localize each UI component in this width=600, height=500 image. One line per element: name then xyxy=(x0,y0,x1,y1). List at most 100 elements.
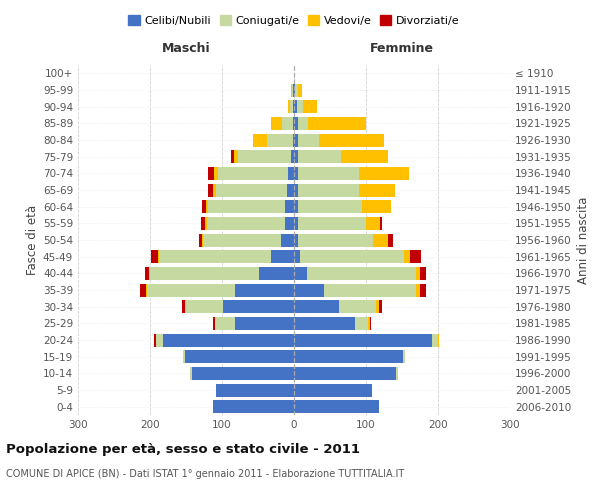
Bar xyxy=(298,150,341,163)
Bar xyxy=(410,250,421,263)
Text: Maschi: Maschi xyxy=(161,42,211,55)
Bar xyxy=(416,284,420,296)
Bar xyxy=(288,167,294,180)
Bar xyxy=(298,200,362,213)
Bar xyxy=(214,400,294,413)
Bar xyxy=(290,100,293,113)
Bar xyxy=(293,117,294,130)
Bar xyxy=(238,150,291,163)
Bar xyxy=(294,117,298,130)
Bar xyxy=(202,200,206,213)
Bar xyxy=(203,234,281,246)
Bar xyxy=(294,300,338,313)
Bar xyxy=(293,84,294,96)
Bar xyxy=(259,267,294,280)
Bar xyxy=(230,150,234,163)
Bar xyxy=(291,150,294,163)
Bar xyxy=(234,150,238,163)
Bar xyxy=(302,100,317,113)
Bar xyxy=(216,384,294,396)
Bar xyxy=(362,200,391,213)
Bar xyxy=(294,134,298,146)
Bar xyxy=(341,150,388,163)
Bar xyxy=(366,217,380,230)
Bar xyxy=(307,267,416,280)
Bar xyxy=(192,367,294,380)
Bar xyxy=(156,334,163,346)
Bar xyxy=(287,100,290,113)
Bar xyxy=(295,84,298,96)
Bar xyxy=(359,167,409,180)
Bar xyxy=(373,234,388,246)
Bar xyxy=(438,334,439,346)
Bar xyxy=(308,117,366,130)
Bar xyxy=(185,300,186,313)
Bar xyxy=(146,284,147,296)
Bar xyxy=(160,250,271,263)
Bar xyxy=(208,167,214,180)
Bar xyxy=(294,400,379,413)
Bar xyxy=(199,234,202,246)
Bar xyxy=(298,84,302,96)
Bar xyxy=(208,184,212,196)
Bar xyxy=(294,250,300,263)
Bar xyxy=(268,134,293,146)
Bar xyxy=(208,200,286,213)
Bar xyxy=(218,167,288,180)
Bar xyxy=(396,367,398,380)
Bar xyxy=(370,317,371,330)
Bar xyxy=(368,317,370,330)
Bar xyxy=(154,334,156,346)
Text: Popolazione per età, sesso e stato civile - 2011: Popolazione per età, sesso e stato civil… xyxy=(6,442,360,456)
Bar xyxy=(324,284,416,296)
Bar xyxy=(215,317,235,330)
Bar xyxy=(223,300,294,313)
Bar xyxy=(235,317,294,330)
Bar xyxy=(284,217,294,230)
Bar xyxy=(294,334,432,346)
Bar xyxy=(293,134,294,146)
Bar xyxy=(271,117,282,130)
Bar xyxy=(294,317,355,330)
Bar xyxy=(294,200,298,213)
Bar xyxy=(214,167,218,180)
Bar xyxy=(380,217,382,230)
Bar xyxy=(319,134,384,146)
Bar xyxy=(432,334,438,346)
Bar xyxy=(379,300,382,313)
Bar xyxy=(202,234,203,246)
Bar xyxy=(145,267,149,280)
Bar xyxy=(298,217,366,230)
Bar xyxy=(300,250,404,263)
Bar xyxy=(294,234,298,246)
Bar xyxy=(214,317,215,330)
Bar xyxy=(140,284,146,296)
Text: Femmine: Femmine xyxy=(370,42,434,55)
Bar xyxy=(201,217,205,230)
Bar xyxy=(338,300,376,313)
Bar xyxy=(298,117,308,130)
Bar xyxy=(355,317,368,330)
Bar xyxy=(293,100,294,113)
Bar xyxy=(294,367,396,380)
Bar xyxy=(253,134,268,146)
Bar xyxy=(298,167,359,180)
Bar xyxy=(212,184,216,196)
Bar xyxy=(271,250,294,263)
Bar xyxy=(404,250,410,263)
Legend: Celibi/Nubili, Coniugati/e, Vedovi/e, Divorziati/e: Celibi/Nubili, Coniugati/e, Vedovi/e, Di… xyxy=(124,11,464,30)
Bar xyxy=(294,267,307,280)
Bar xyxy=(150,267,259,280)
Bar xyxy=(294,167,298,180)
Bar xyxy=(147,284,235,296)
Bar xyxy=(291,84,292,96)
Y-axis label: Fasce di età: Fasce di età xyxy=(26,205,39,275)
Bar xyxy=(297,100,302,113)
Bar xyxy=(420,267,426,280)
Text: COMUNE DI APICE (BN) - Dati ISTAT 1° gennaio 2011 - Elaborazione TUTTITALIA.IT: COMUNE DI APICE (BN) - Dati ISTAT 1° gen… xyxy=(6,469,404,479)
Bar xyxy=(294,350,403,363)
Bar xyxy=(298,134,319,146)
Y-axis label: Anni di nascita: Anni di nascita xyxy=(577,196,590,284)
Bar xyxy=(185,350,294,363)
Bar xyxy=(158,250,160,263)
